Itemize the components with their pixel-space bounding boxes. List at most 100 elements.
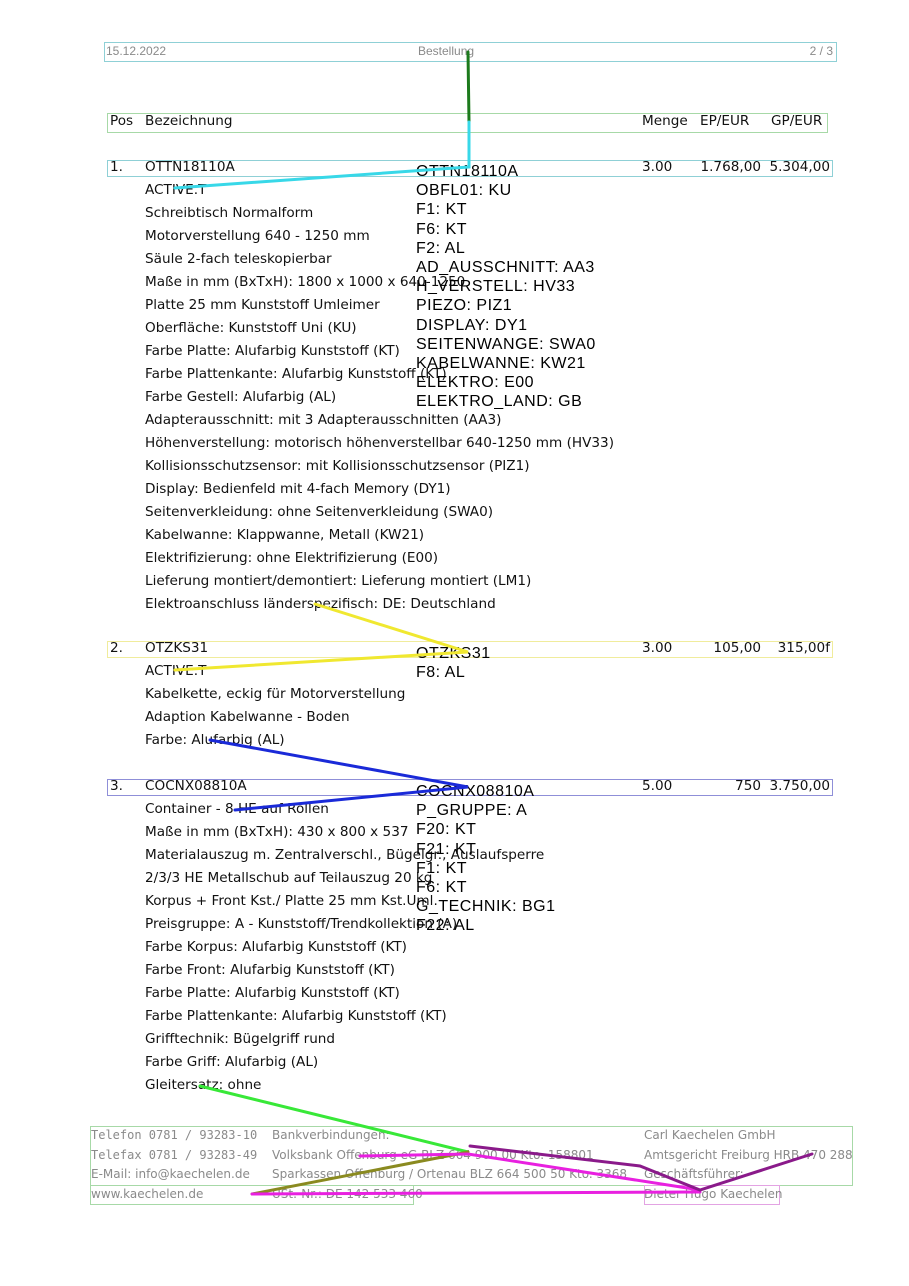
item-2-code-line: OTZKS31 [416, 645, 491, 662]
item-1-code-line: ELEKTRO_LAND: GB [416, 393, 583, 411]
item-1-code-line: OTTN18110A [416, 163, 519, 180]
item-3-line: Korpus + Front Kst./ Platte 25 mm Kst.Um… [145, 893, 438, 909]
footer-website[interactable]: www.kaechelen.de [91, 1186, 204, 1201]
item-3-line: 2/3/3 HE Metallschub auf Teilauszug 20 k… [145, 870, 433, 886]
item-3-code-line: G_TECHNIK: BG1 [416, 898, 556, 916]
item-1-line: Display: Bedienfeld mit 4-fach Memory (D… [145, 481, 451, 497]
item-2-line: Farbe: Alufarbig (AL) [145, 732, 285, 748]
item-3-code-line: P_GRUPPE: A [416, 802, 528, 820]
footer-vat: USt.-Nr.: DE 142 533 460 [272, 1186, 423, 1201]
item-2-qty: 3.00 [642, 640, 673, 656]
item-2-code: OTZKS31 [145, 640, 209, 656]
item-2-code-line: F8: AL [416, 664, 466, 682]
header-title: Bestellung [418, 44, 475, 58]
item-1-pos: 1. [110, 159, 123, 175]
item-3-code-line: F20: KT [416, 821, 477, 839]
item-1-line: Adapterausschnitt: mit 3 Adapterausschni… [145, 412, 502, 428]
item-1-qty: 3.00 [642, 159, 673, 175]
item-1-code-line: SEITENWANGE: SWA0 [416, 335, 596, 353]
column-desc: Bezeichnung [145, 113, 233, 129]
item-1-line: Farbe Gestell: Alufarbig (AL) [145, 389, 337, 405]
item-3-pos: 3. [110, 778, 123, 794]
item-3-qty: 5.00 [642, 778, 673, 794]
item-1-line: Maße in mm (BxTxH): 1800 x 1000 x 640-12… [145, 274, 466, 290]
footer-contact: Telefon 0781 / 93283-10 Telefax 0781 / 9… [91, 1126, 257, 1204]
item-2-line: Kabelkette, eckig für Motorverstellung [145, 686, 406, 702]
item-1-code-line: ELEKTRO: E00 [416, 374, 535, 392]
item-2-description: ACTIVE.T Kabelkette, eckig für Motorvers… [145, 660, 405, 752]
column-qty: Menge [642, 113, 688, 129]
item-2-line: ACTIVE.T [145, 663, 207, 679]
column-pos: Pos [110, 113, 134, 129]
header-date: 15.12.2022 [106, 44, 167, 58]
item-1-code-line: H_VERSTELL: HV33 [416, 278, 576, 296]
item-1-description: ACTIVE.T Schreibtisch Normalform Motorve… [145, 179, 614, 616]
item-3-line: Maße in mm (BxTxH): 430 x 800 x 537 [145, 824, 409, 840]
item-1-line: Farbe Plattenkante: Alufarbig Kunststoff… [145, 366, 447, 382]
annotation-stroke [466, 50, 471, 124]
footer-bank-title: Bankverbindungen: [272, 1128, 390, 1142]
column-gp: GP/EUR [771, 113, 823, 129]
footer-fax: Telefax 0781 / 93283-49 [91, 1147, 258, 1162]
item-1-ep: 1.768,00 [700, 159, 761, 175]
item-3-line: Materialauszug m. Zentralverschl., Bügel… [145, 847, 545, 863]
item-1-line: Kabelwanne: Klappwanne, Metall (KW21) [145, 527, 425, 543]
item-1-codes: OTTN18110A OBFL01: KU F1: KT F6: KT F2: … [416, 162, 596, 411]
item-3-line: Preisgruppe: A - Kunststoff/Trendkollekt… [145, 916, 458, 932]
item-1-code-line: PIEZO: PIZ1 [416, 297, 513, 315]
item-1-line: Oberfläche: Kunststoff Uni (KU) [145, 320, 357, 336]
footer-phone: Telefon 0781 / 93283-10 [91, 1128, 258, 1142]
item-1-line: Seitenverkleidung: ohne Seitenverkleidun… [145, 504, 494, 520]
item-2-pos: 2. [110, 640, 123, 656]
item-1-code-line: DISPLAY: DY1 [416, 316, 528, 334]
item-3-code-line: F22: AL [416, 917, 475, 935]
item-1-code: OTTN18110A [145, 159, 235, 175]
item-1-line: Kollisionsschutzsensor: mit Kollisionssc… [145, 458, 530, 474]
item-3-codes: COCNX08810A P_GRUPPE: A F20: KT F21: KT … [416, 782, 555, 936]
item-1-line: Lieferung montiert/demontiert: Lieferung… [145, 573, 532, 589]
column-ep: EP/EUR [700, 113, 750, 129]
item-1-line: Höhenverstellung: motorisch höhenverstel… [145, 435, 615, 451]
footer-bank-1: Volksbank Offenburg eG BLZ 664 900 00 Kt… [272, 1147, 594, 1162]
footer-bank: Bankverbindungen: Volksbank Offenburg eG… [272, 1126, 627, 1204]
item-2-gp: 315,00f [777, 640, 830, 656]
footer-email[interactable]: E-Mail: info@kaechelen.de [91, 1167, 250, 1181]
footer-court: Amtsgericht Freiburg HRB 470 288 [644, 1147, 853, 1162]
item-3-line: Farbe Plattenkante: Alufarbig Kunststoff… [145, 1008, 447, 1024]
item-1-line: Elektrifizierung: ohne Elektrifizierung … [145, 550, 439, 566]
item-2-line: Adaption Kabelwanne - Boden [145, 709, 350, 725]
footer-bank-2: Sparkassen Offenburg / Ortenau BLZ 664 5… [272, 1167, 628, 1181]
item-1-gp: 5.304,00 [769, 159, 830, 175]
item-3-gp: 3.750,00 [769, 778, 830, 794]
item-1-code-line: F2: AL [416, 239, 466, 257]
item-2-codes: OTZKS31 F8: AL [416, 644, 491, 682]
footer-management-label: Geschäftsführer: [644, 1167, 744, 1181]
header-page: 2 / 3 [809, 44, 833, 58]
footer-company: Carl Kaechelen GmbH Amtsgericht Freiburg… [644, 1126, 853, 1204]
item-1-code-line: F6: KT [416, 220, 468, 238]
item-3-code: COCNX08810A [145, 778, 247, 794]
item-1-line: Säule 2-fach teleskopierbar [145, 251, 332, 267]
item-2-ep: 105,00 [713, 640, 761, 656]
item-1-code-line: AD_AUSSCHNITT: AA3 [416, 258, 595, 276]
item-3-line: Farbe Griff: Alufarbig (AL) [145, 1054, 319, 1070]
item-3-line: Gleitersatz: ohne [145, 1077, 262, 1093]
item-3-line: Farbe Front: Alufarbig Kunststoff (KT) [145, 962, 395, 978]
footer-director: Dieter Hugo Kaechelen [644, 1186, 783, 1201]
item-3-code-line: F1: KT [416, 859, 468, 877]
item-3-description: Container - 8 HE auf Rollen Maße in mm (… [145, 798, 544, 1097]
item-3-code-line: F21: KT [416, 840, 477, 858]
item-3-code-line: F6: KT [416, 878, 468, 896]
item-1-code-line: KABELWANNE: KW21 [416, 354, 586, 372]
item-3-line: Farbe Platte: Alufarbig Kunststoff (KT) [145, 985, 400, 1001]
item-1-line: Elektroanschluss länderspezifisch: DE: D… [145, 596, 496, 612]
item-1-line: Schreibtisch Normalform [145, 205, 314, 221]
item-3-line: Grifftechnik: Bügelgriff rund [145, 1031, 336, 1047]
item-3-code-line: COCNX08810A [416, 783, 535, 800]
item-3-ep: 750 [735, 778, 761, 794]
item-1-code-line: F1: KT [416, 201, 468, 219]
footer-company-name: Carl Kaechelen GmbH [644, 1128, 776, 1142]
item-1-line: Motorverstellung 640 - 1250 mm [145, 228, 370, 244]
item-1-code-line: OBFL01: KU [416, 182, 512, 200]
item-1-line: Farbe Platte: Alufarbig Kunststoff (KT) [145, 343, 400, 359]
